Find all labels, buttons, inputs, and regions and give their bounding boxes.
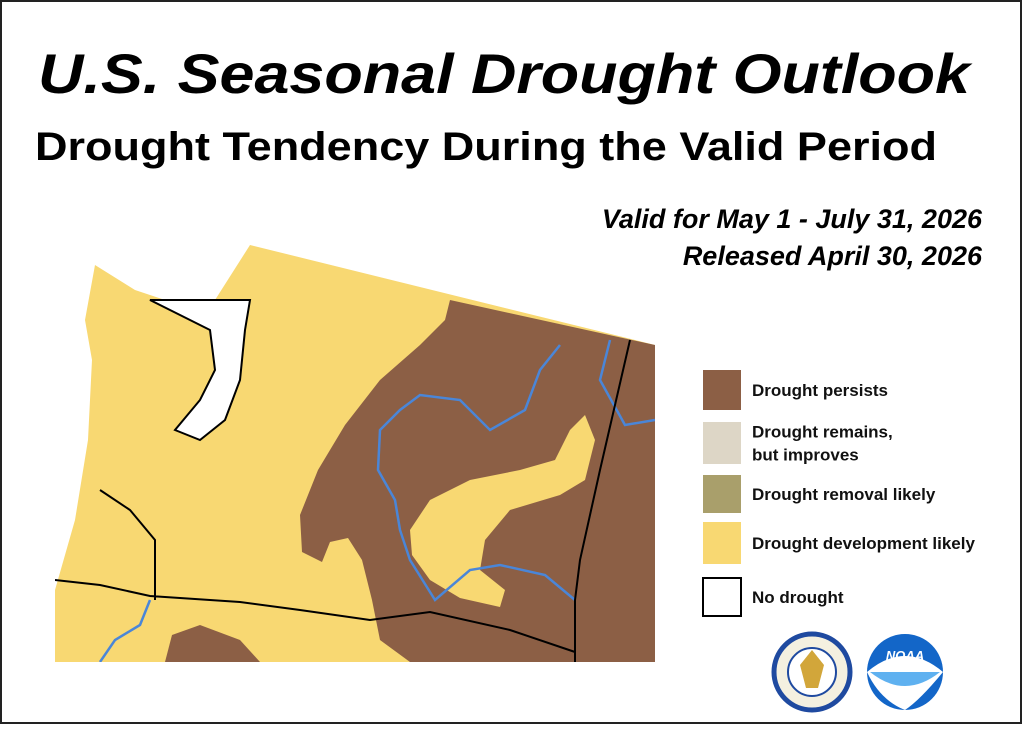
legend-label: Drought persists xyxy=(752,381,888,400)
development-blob xyxy=(410,415,595,607)
map xyxy=(55,245,655,662)
river xyxy=(98,339,655,662)
valid-period: Valid for May 1 - July 31, 2026 xyxy=(602,204,983,234)
release-date: Released April 30, 2026 xyxy=(683,241,983,271)
legend-label: but improves xyxy=(752,446,859,465)
seal-eagle xyxy=(800,650,824,688)
legend-label: Drought development likely xyxy=(752,534,975,553)
subtitle: Drought Tendency During the Valid Period xyxy=(35,125,937,169)
title: U.S. Seasonal Drought Outlook xyxy=(38,42,973,105)
legend-swatch xyxy=(702,577,742,617)
legend-swatch xyxy=(703,370,741,410)
legend-label: Drought removal likely xyxy=(752,485,936,504)
legend-swatch xyxy=(703,475,741,513)
persists-area-south xyxy=(165,625,260,662)
legend-label: Drought remains, xyxy=(752,423,893,442)
puget-sound xyxy=(149,299,252,442)
legend-swatch xyxy=(703,522,741,564)
noaa-label: NOAA xyxy=(886,648,924,663)
state-border xyxy=(55,339,631,662)
legend-swatch xyxy=(703,422,741,464)
legend: Drought persists Drought remains, but impr… xyxy=(702,370,975,617)
logos: NOAA xyxy=(771,631,943,713)
legend-label: No drought xyxy=(752,588,844,607)
noaa-gull xyxy=(870,672,940,686)
